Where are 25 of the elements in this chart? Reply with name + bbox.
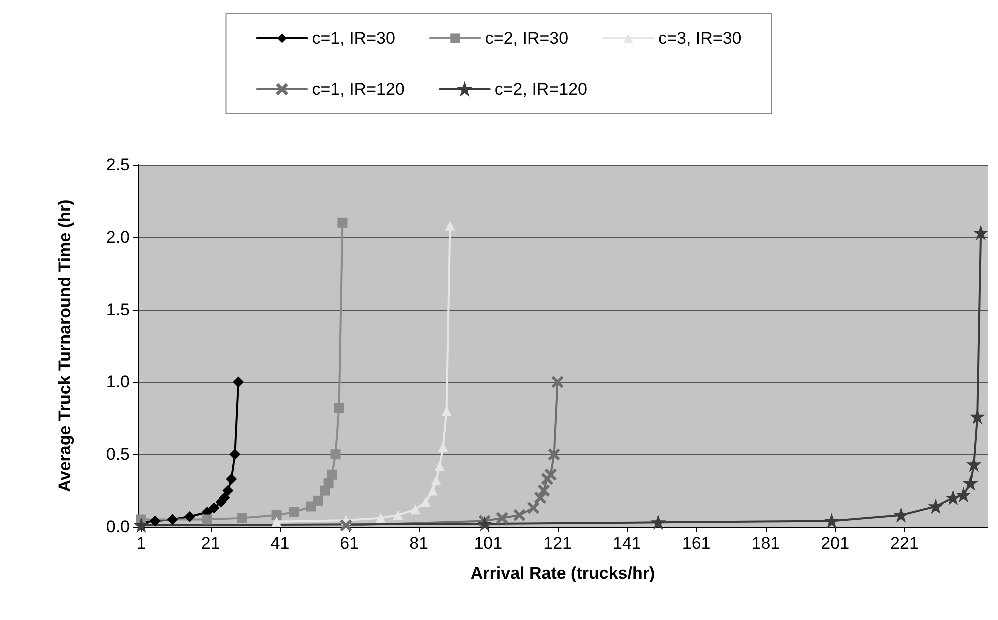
x-tick-label: 41 <box>270 534 290 553</box>
x-axis-title: Arrival Rate (trucks/hr) <box>470 564 656 583</box>
x-tick-label: 221 <box>890 534 919 553</box>
x-tick-label: 181 <box>752 534 780 553</box>
legend-label: c=2, IR=30 <box>485 29 569 48</box>
x-tick-label: 61 <box>340 534 360 553</box>
x-tick-label: 81 <box>410 534 428 553</box>
y-tick-label: 2.5 <box>106 156 130 174</box>
y-tick-label: 2.0 <box>106 228 130 247</box>
y-tick-label: 1.5 <box>106 300 130 320</box>
x-tick-label: 201 <box>821 534 850 553</box>
legend-label: c=2, IR=120 <box>494 80 588 99</box>
y-tick-label: 1.0 <box>106 372 130 392</box>
x-tick-label: 1 <box>136 534 146 553</box>
y-tick-label: 0.0 <box>106 518 130 536</box>
legend-label: c=1, IR=30 <box>312 29 396 48</box>
y-axis-title: Average Truck Turnaround Time (hr) <box>56 200 74 492</box>
x-tick-label: 141 <box>612 534 642 553</box>
legend-label: c=3, IR=30 <box>658 29 742 48</box>
x-tick-label: 21 <box>201 534 220 553</box>
x-tick-label: 121 <box>544 534 572 553</box>
x-tick-label: 101 <box>474 534 503 553</box>
y-tick-label: 0.5 <box>106 445 130 464</box>
legend-label: c=1, IR=120 <box>312 80 405 99</box>
x-tick-label: 161 <box>682 534 711 553</box>
